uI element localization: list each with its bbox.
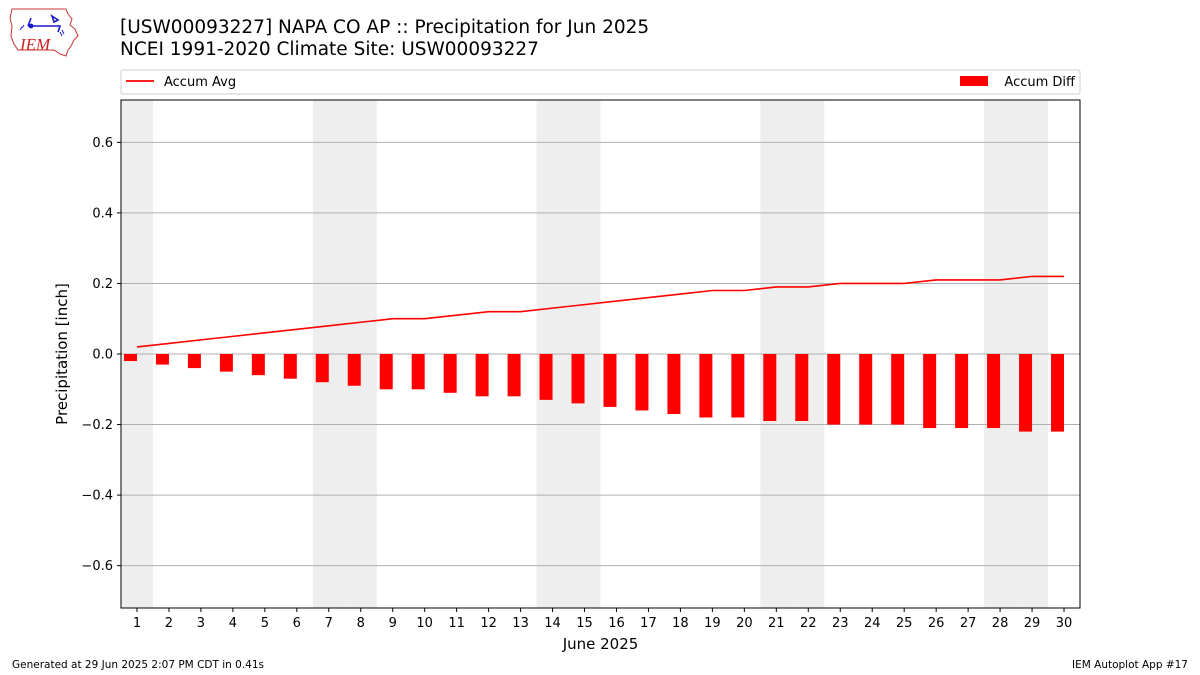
y-tick-label: −0.6 <box>81 559 113 574</box>
x-tick-label: 3 <box>197 616 205 631</box>
bar <box>859 354 873 425</box>
bar <box>315 354 329 383</box>
x-tick-label: 18 <box>672 616 689 631</box>
bar <box>475 354 489 397</box>
bar <box>283 354 297 379</box>
bar <box>827 354 841 425</box>
x-tick-label: 17 <box>640 616 657 631</box>
bar <box>955 354 969 429</box>
x-tick-label: 29 <box>1024 616 1041 631</box>
y-tick-label: −0.2 <box>81 418 113 433</box>
x-tick-label: 15 <box>576 616 593 631</box>
x-tick-label: 24 <box>864 616 881 631</box>
x-tick-label: 12 <box>480 616 497 631</box>
generated-note: Generated at 29 Jun 2025 2:07 PM CDT in … <box>12 659 265 671</box>
bar <box>347 354 361 386</box>
bar <box>891 354 905 425</box>
bar <box>635 354 649 411</box>
y-tick-label: 0.4 <box>92 206 113 221</box>
bar <box>603 354 617 407</box>
bar <box>155 354 169 365</box>
x-tick-label: 25 <box>896 616 913 631</box>
bar <box>123 354 137 362</box>
bar <box>187 354 201 369</box>
chart-subtitle: NCEI 1991-2020 Climate Site: USW00093227 <box>120 39 539 60</box>
x-tick-label: 8 <box>357 616 365 631</box>
bar <box>539 354 553 400</box>
x-tick-label: 19 <box>704 616 721 631</box>
x-tick-label: 9 <box>389 616 397 631</box>
x-tick-label: 22 <box>800 616 817 631</box>
x-tick-label: 5 <box>261 616 269 631</box>
x-tick-label: 16 <box>608 616 625 631</box>
x-tick-label: 20 <box>736 616 753 631</box>
bar <box>507 354 521 397</box>
legend-label-avg: Accum Avg <box>164 75 236 90</box>
bar <box>923 354 937 429</box>
bar <box>987 354 1001 429</box>
y-tick-label: 0.2 <box>92 277 113 292</box>
y-axis-label: Precipitation [inch] <box>53 283 71 425</box>
x-tick-label: 30 <box>1056 616 1073 631</box>
x-tick-label: 1 <box>133 616 141 631</box>
logo-text: IEM <box>19 35 51 54</box>
bar <box>219 354 233 372</box>
bar <box>731 354 745 418</box>
x-tick-label: 6 <box>293 616 301 631</box>
bar <box>763 354 777 422</box>
bar <box>699 354 713 418</box>
chart-title: [USW00093227] NAPA CO AP :: Precipitatio… <box>120 17 650 38</box>
series-line <box>136 275 1065 348</box>
iem-logo: IEM <box>9 8 79 57</box>
bar <box>411 354 425 390</box>
x-tick-label: 27 <box>960 616 977 631</box>
x-axis-label: June 2025 <box>562 635 639 653</box>
x-tick-label: 21 <box>768 616 785 631</box>
y-tick-label: −0.4 <box>81 489 113 504</box>
legend-box <box>120 69 1081 95</box>
bar <box>1051 354 1065 432</box>
bar <box>1019 354 1033 432</box>
bar <box>571 354 585 404</box>
x-tick-label: 11 <box>448 616 465 631</box>
y-tick-label: 0.6 <box>92 136 113 151</box>
bar <box>251 354 265 376</box>
x-tick-label: 13 <box>512 616 529 631</box>
legend-bar-swatch <box>960 76 988 86</box>
legend-label-diff: Accum Diff <box>1004 75 1076 90</box>
x-tick-label: 10 <box>416 616 433 631</box>
bar <box>379 354 393 390</box>
x-tick-label: 7 <box>325 616 333 631</box>
x-tick-label: 2 <box>165 616 173 631</box>
bar <box>795 354 809 422</box>
x-tick-label: 14 <box>544 616 561 631</box>
x-tick-label: 26 <box>928 616 945 631</box>
bar <box>443 354 457 393</box>
app-credit: IEM Autoplot App #17 <box>1072 659 1188 671</box>
bar <box>667 354 681 414</box>
x-tick-label: 28 <box>992 616 1009 631</box>
x-tick-label: 4 <box>229 616 237 631</box>
x-tick-label: 23 <box>832 616 849 631</box>
y-tick-label: 0.0 <box>92 348 113 363</box>
